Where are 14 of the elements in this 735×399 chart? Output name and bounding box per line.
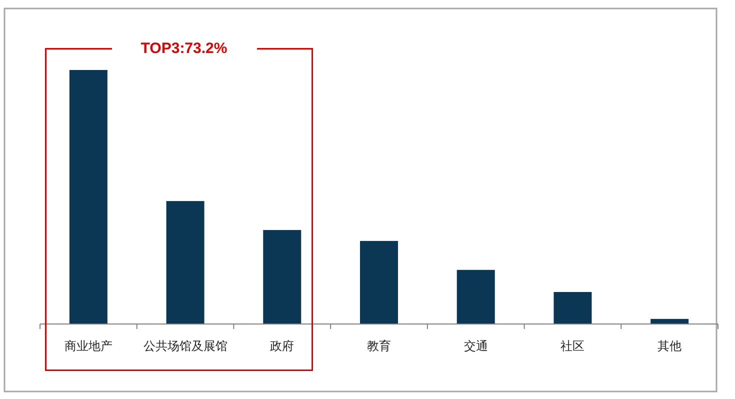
x-tick-label: 社区 [560, 339, 585, 353]
x-tick-label: 公共场馆及展馆 [143, 339, 228, 353]
bar [69, 70, 108, 324]
x-tick-label: 交通 [464, 339, 488, 353]
bar [360, 240, 398, 324]
x-tick-label: 教育 [367, 339, 391, 353]
text: TOP3:73.2% [140, 40, 228, 57]
bar [554, 292, 592, 324]
x-tick-label: 政府 [270, 339, 294, 353]
bar [263, 230, 302, 324]
bar [166, 201, 204, 324]
bar [456, 270, 495, 324]
x-tick-label: 商业地产 [64, 339, 112, 353]
x-tick-label: 其他 [658, 339, 682, 353]
